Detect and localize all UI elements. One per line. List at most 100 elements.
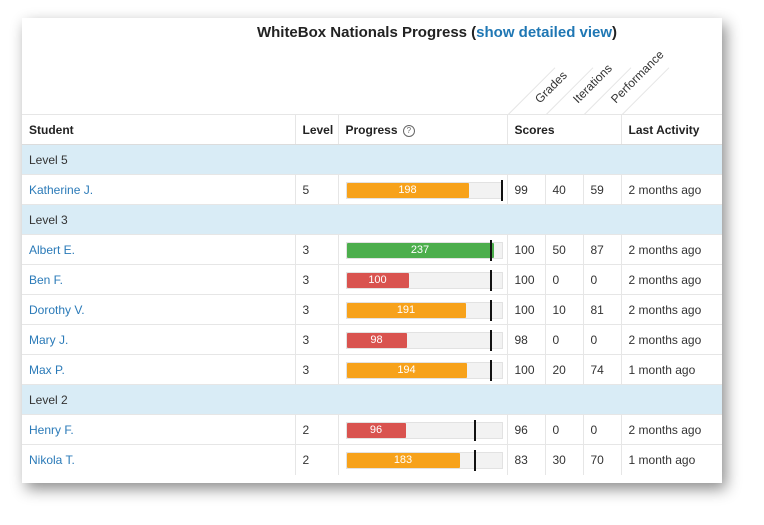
grades-cell: 98: [506, 324, 545, 355]
grades-header: Grades: [532, 68, 570, 106]
student-cell: Albert E.: [22, 234, 295, 265]
performance-cell: 59: [582, 174, 622, 205]
table-row: Max P. 3 194 100 20 74 1 month ago: [22, 354, 722, 385]
student-name-link[interactable]: Max P.: [29, 362, 65, 377]
table-row: Henry F. 2 96 96 0 0 2 months ago: [22, 414, 722, 445]
iterations-cell: 30: [544, 444, 583, 475]
level-cell: 2: [294, 414, 338, 445]
grades-cell: 100: [506, 354, 545, 385]
grades-cell: 100: [506, 294, 545, 325]
progress-cell: 198: [337, 174, 507, 205]
question-circle-icon[interactable]: ?: [402, 124, 415, 137]
student-name-link[interactable]: Albert E.: [29, 242, 76, 257]
title-paren-open: (: [471, 24, 477, 41]
progress-header-label: Progress: [345, 122, 398, 137]
student-name-link[interactable]: Nikola T.: [29, 452, 75, 467]
progress-bar: 237: [345, 239, 503, 261]
performance-cell: 70: [582, 444, 622, 475]
group-row: Level 5: [22, 144, 722, 175]
performance-cell: 74: [582, 354, 622, 385]
progress-bar: 100: [345, 269, 503, 291]
level-column-header[interactable]: Level: [294, 114, 338, 145]
group-label: Level 3: [22, 204, 722, 235]
group-label: Level 2: [22, 384, 722, 415]
table-row: Ben F. 3 100 100 0 0 2 months ago: [22, 264, 722, 295]
progress-fill: 96: [346, 422, 406, 438]
table-row: Mary J. 3 98 98 0 0 2 months ago: [22, 324, 722, 355]
progress-fill: 98: [346, 332, 407, 348]
progress-cell: 183: [337, 444, 507, 475]
iterations-cell: 0: [544, 414, 583, 445]
last-activity-cell: 2 months ago: [620, 264, 722, 295]
progress-fill: 191: [346, 302, 466, 318]
page-title: WhiteBox Nationals Progress (show detail…: [22, 24, 722, 46]
progress-panel: WhiteBox Nationals Progress (show detail…: [22, 18, 722, 483]
level-cell: 2: [294, 444, 338, 475]
progress-target-marker: [473, 449, 476, 471]
progress-fill: 100: [346, 272, 409, 288]
last-activity-cell: 2 months ago: [620, 234, 722, 265]
progress-target-marker: [473, 419, 476, 441]
iterations-cell: 0: [544, 264, 583, 295]
progress-fill: 194: [346, 362, 467, 378]
progress-cell: 237: [337, 234, 507, 265]
level-cell: 3: [294, 294, 338, 325]
last-activity-cell: 1 month ago: [620, 444, 722, 475]
level-cell: 5: [294, 174, 338, 205]
iterations-cell: 0: [544, 324, 583, 355]
progress-cell: 100: [337, 264, 507, 295]
student-name-link[interactable]: Henry F.: [29, 422, 74, 437]
last-activity-column-header[interactable]: Last Activity: [620, 114, 722, 145]
performance-cell: 87: [582, 234, 622, 265]
table-row: Nikola T. 2 183 83 30 70 1 month ago: [22, 444, 722, 475]
level-cell: 3: [294, 354, 338, 385]
last-activity-cell: 2 months ago: [620, 294, 722, 325]
student-name-link[interactable]: Mary J.: [29, 332, 69, 347]
grades-cell: 96: [506, 414, 545, 445]
table-row: Dorothy V. 3 191 100 10 81 2 months ago: [22, 294, 722, 325]
group-row: Level 2: [22, 384, 722, 415]
title-paren-close: ): [612, 24, 618, 41]
student-cell: Nikola T.: [22, 444, 295, 475]
student-cell: Dorothy V.: [22, 294, 295, 325]
level-cell: 3: [294, 324, 338, 355]
student-cell: Mary J.: [22, 324, 295, 355]
iterations-cell: 20: [544, 354, 583, 385]
title-text: WhiteBox Nationals Progress: [256, 24, 467, 41]
students-table: Student Level Progress ? Scores Last Act…: [22, 114, 722, 475]
table-body: Level 5 Katherine J. 5 198 99 40 59 2 months ag…: [22, 144, 722, 475]
progress-cell: 194: [337, 354, 507, 385]
progress-cell: 191: [337, 294, 507, 325]
show-detailed-view-link[interactable]: show detailed view: [476, 24, 613, 41]
student-name-link[interactable]: Ben F.: [29, 272, 64, 287]
iterations-cell: 40: [544, 174, 583, 205]
last-activity-cell: 2 months ago: [620, 324, 722, 355]
group-label: Level 5: [22, 144, 722, 175]
student-name-link[interactable]: Dorothy V.: [29, 302, 85, 317]
level-cell: 3: [294, 264, 338, 295]
scores-column-header[interactable]: Scores: [506, 114, 622, 145]
progress-target-marker: [489, 329, 492, 351]
progress-target-marker: [489, 359, 492, 381]
progress-fill: 183: [346, 452, 460, 468]
iterations-cell: 10: [544, 294, 583, 325]
performance-cell: 0: [582, 324, 622, 355]
student-name-link[interactable]: Katherine J.: [29, 182, 94, 197]
progress-fill: 198: [346, 182, 469, 198]
student-column-header[interactable]: Student: [22, 114, 295, 145]
performance-cell: 0: [582, 414, 622, 445]
performance-cell: 81: [582, 294, 622, 325]
student-cell: Henry F.: [22, 414, 295, 445]
progress-column-header[interactable]: Progress ?: [337, 114, 507, 145]
grades-cell: 100: [506, 234, 545, 265]
student-cell: Katherine J.: [22, 174, 295, 205]
level-cell: 3: [294, 234, 338, 265]
last-activity-cell: 2 months ago: [620, 174, 722, 205]
student-cell: Ben F.: [22, 264, 295, 295]
progress-bar: 183: [345, 449, 503, 471]
progress-cell: 98: [337, 324, 507, 355]
grades-cell: 100: [506, 264, 545, 295]
progress-target-marker: [489, 299, 492, 321]
group-row: Level 3: [22, 204, 722, 235]
progress-target-marker: [489, 269, 492, 291]
